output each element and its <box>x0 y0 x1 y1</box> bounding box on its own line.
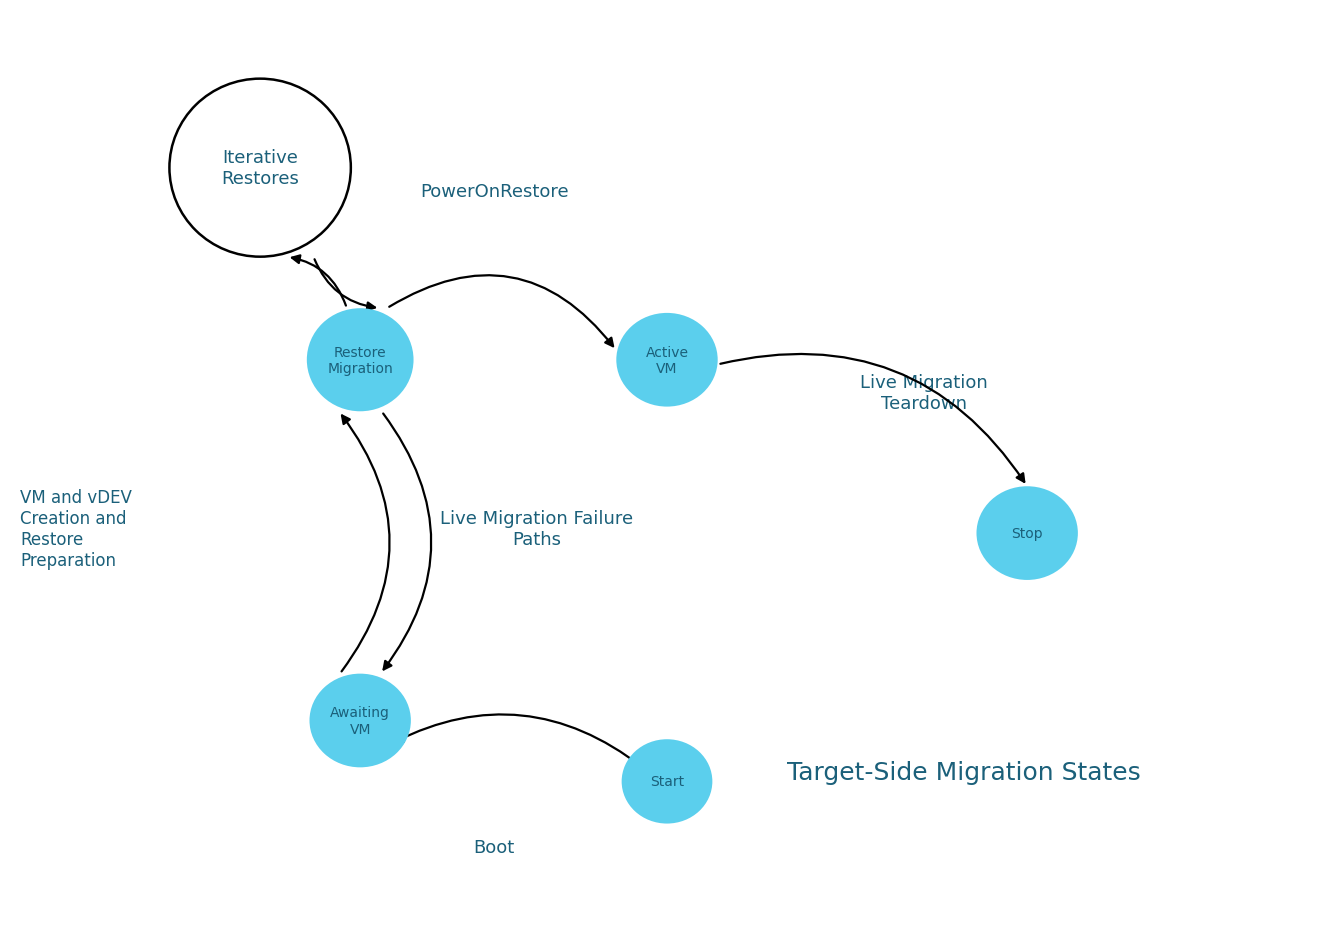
Text: Boot: Boot <box>474 838 515 856</box>
FancyArrowPatch shape <box>720 355 1025 482</box>
Text: Iterative
Restores: Iterative Restores <box>221 149 299 188</box>
Ellipse shape <box>169 80 351 257</box>
Text: Awaiting
VM: Awaiting VM <box>331 706 390 736</box>
Ellipse shape <box>307 309 414 412</box>
Ellipse shape <box>616 314 718 407</box>
FancyArrowPatch shape <box>390 276 614 347</box>
Text: VM and vDEV
Creation and
Restore
Preparation: VM and vDEV Creation and Restore Prepara… <box>20 489 132 569</box>
Text: Active
VM: Active VM <box>646 345 688 375</box>
Text: Restore
Migration: Restore Migration <box>327 345 394 375</box>
Text: Start: Start <box>650 775 684 788</box>
Ellipse shape <box>309 674 411 768</box>
Text: Live Migration Failure
Paths: Live Migration Failure Paths <box>440 509 634 548</box>
Text: Stop: Stop <box>1011 527 1043 540</box>
FancyArrowPatch shape <box>395 715 642 768</box>
Ellipse shape <box>976 487 1078 580</box>
Text: Target-Side Migration States: Target-Side Migration States <box>787 760 1141 784</box>
FancyArrowPatch shape <box>315 260 375 311</box>
FancyArrowPatch shape <box>342 416 390 672</box>
Ellipse shape <box>622 739 712 824</box>
Text: Live Migration
Teardown: Live Migration Teardown <box>860 373 988 413</box>
Text: PowerOnRestore: PowerOnRestore <box>420 183 568 201</box>
FancyArrowPatch shape <box>383 414 431 670</box>
FancyArrowPatch shape <box>292 256 346 306</box>
